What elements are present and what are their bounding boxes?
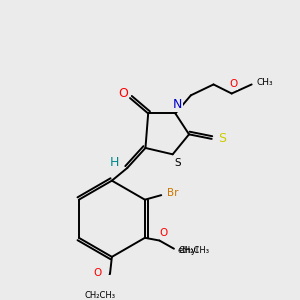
Text: O: O	[230, 80, 238, 89]
Text: ethyl: ethyl	[178, 246, 199, 255]
Text: S: S	[174, 158, 181, 168]
Text: N: N	[172, 98, 182, 111]
Text: CH₂CH₃: CH₂CH₃	[178, 246, 209, 255]
Text: O: O	[118, 87, 128, 100]
Text: O: O	[160, 228, 168, 238]
Text: S: S	[219, 132, 226, 146]
Text: CH₃: CH₃	[256, 78, 273, 87]
Text: O: O	[93, 268, 101, 278]
Text: Br: Br	[167, 188, 179, 198]
Text: CH₂CH₃: CH₂CH₃	[85, 291, 116, 300]
Text: H: H	[110, 156, 119, 169]
